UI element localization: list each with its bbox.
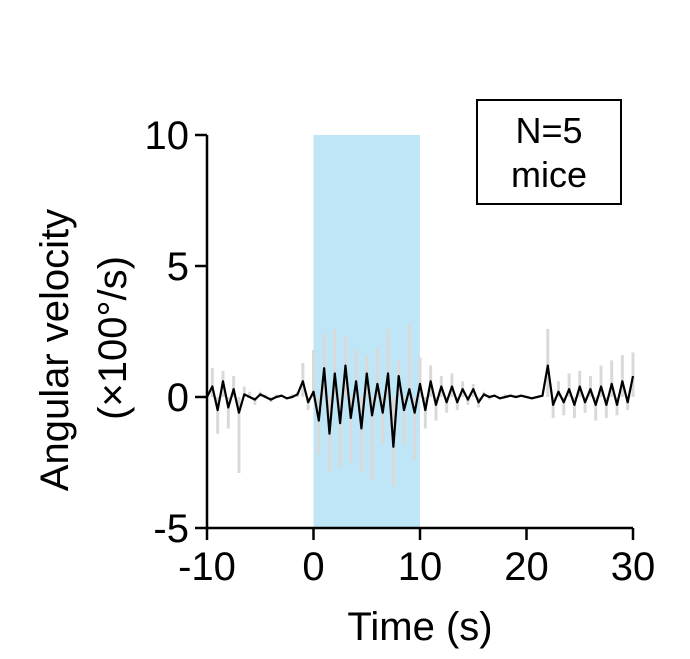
y-ticks: -5 0 5 10 — [145, 114, 207, 551]
x-ticks: -10 0 10 20 30 — [178, 528, 655, 589]
x-tick-label: 30 — [611, 545, 656, 589]
y-tick-label: 0 — [167, 376, 189, 420]
n-annotation-line2: mice — [511, 154, 587, 195]
stim-window — [313, 135, 420, 528]
n-annotation-line1: N=5 — [515, 110, 582, 151]
x-tick-label: 10 — [398, 545, 443, 589]
y-tick-label: 5 — [167, 245, 189, 289]
x-tick-label: -10 — [178, 545, 236, 589]
y-axis-label-line2: (×100°/s) — [91, 256, 135, 420]
n-annotation-box: N=5 mice — [476, 99, 622, 205]
y-tick-label: 10 — [145, 114, 190, 158]
mean-trace — [206, 364, 635, 448]
y-tick-label: -5 — [153, 507, 189, 551]
x-axis-label: Time (s) — [347, 605, 492, 649]
x-tick-label: 20 — [504, 545, 549, 589]
x-tick-label: 0 — [302, 545, 324, 589]
y-axis-label-line1: Angular velocity — [33, 209, 77, 491]
